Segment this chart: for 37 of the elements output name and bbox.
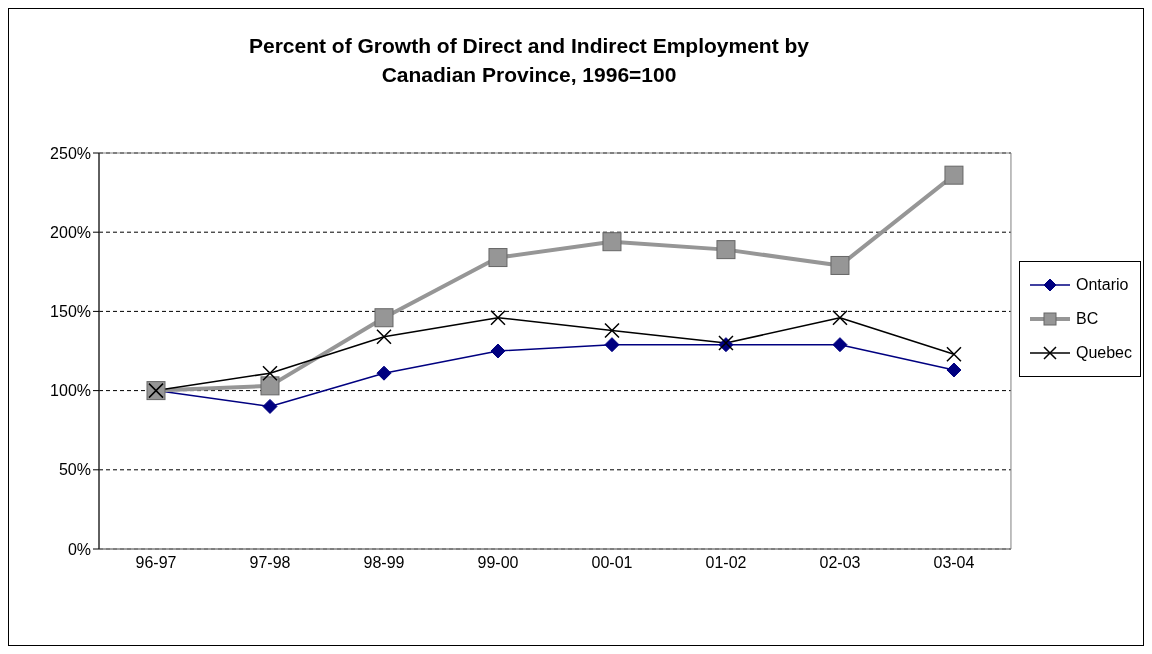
x-tick-label: 02-03 (819, 554, 861, 572)
point (832, 337, 848, 353)
point (260, 376, 280, 396)
x-tick-label: 98-99 (363, 554, 405, 572)
point (604, 337, 620, 353)
point (262, 365, 278, 381)
point (490, 309, 506, 326)
chart-title: Percent of Growth of Direct and Indirect Employment by Canadian Province, 1996=100 (247, 33, 811, 88)
point (262, 398, 278, 414)
point (376, 365, 392, 381)
x-tick-label: 96-97 (135, 554, 177, 572)
point (944, 165, 964, 185)
x-tick-label: 97-98 (249, 554, 291, 572)
x-tick-label: 03-04 (933, 554, 975, 572)
point (832, 309, 848, 326)
legend-label: Ontario (1075, 276, 1129, 294)
x-tick-label: 99-00 (477, 554, 519, 572)
legend-label: BC (1075, 310, 1099, 328)
point (602, 232, 622, 252)
y-tick-label: 100% (50, 382, 91, 400)
legend-label: Quebec (1075, 344, 1132, 362)
y-tick-label: 150% (50, 303, 91, 321)
y-tick-label: 250% (50, 144, 91, 162)
point (946, 346, 962, 362)
point (716, 240, 736, 260)
point (604, 322, 620, 339)
y-tick-label: 50% (58, 461, 91, 479)
point (490, 343, 506, 359)
point (374, 308, 394, 328)
point (830, 255, 850, 275)
point (488, 248, 508, 268)
point (376, 328, 392, 345)
point (946, 362, 962, 378)
x-tick-label: 00-01 (591, 554, 633, 572)
x-tick-label: 01-02 (705, 554, 747, 572)
y-tick-label: 0% (67, 540, 91, 558)
y-tick-label: 200% (50, 223, 91, 241)
